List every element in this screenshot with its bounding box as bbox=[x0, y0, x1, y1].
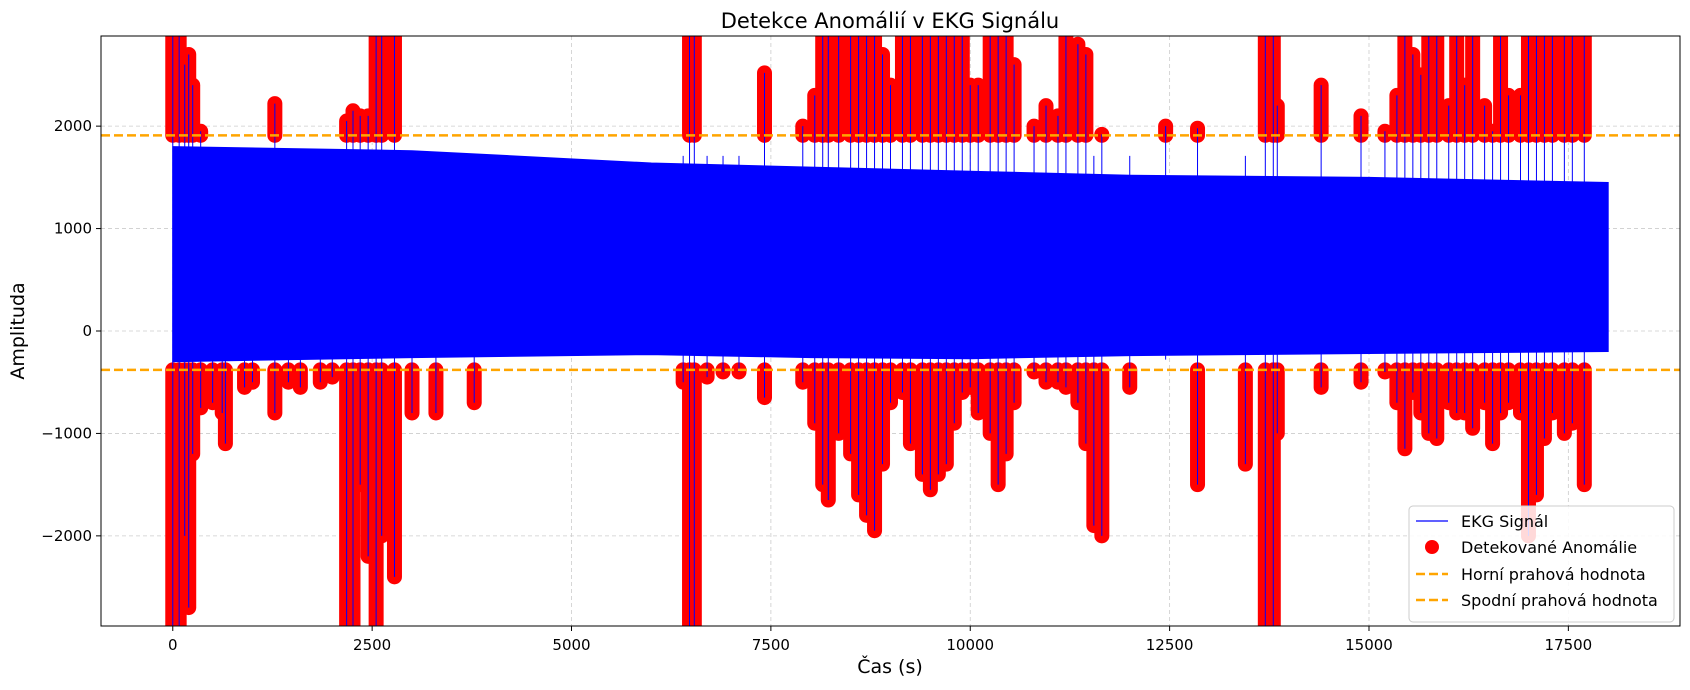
plot-area bbox=[101, 36, 1680, 626]
y-tick-label: −2000 bbox=[41, 527, 92, 545]
threshold-lines bbox=[101, 134, 1680, 372]
y-tick-label: −1000 bbox=[41, 424, 92, 442]
signal-series bbox=[172, 36, 1609, 626]
x-tick-label: 17500 bbox=[1544, 636, 1592, 654]
x-tick-label: 0 bbox=[168, 636, 178, 654]
legend-lower-threshold-label: Spodní prahová hodnota bbox=[1461, 591, 1658, 610]
x-tick-label: 12500 bbox=[1146, 636, 1194, 654]
x-tick-label: 2500 bbox=[353, 636, 391, 654]
y-axis: −2000 −1000 0 1000 2000 bbox=[41, 117, 101, 545]
legend: EKG Signál Detekované Anomálie Horní pra… bbox=[1408, 505, 1675, 623]
y-axis-label: Amplituda bbox=[7, 282, 29, 379]
x-tick-label: 10000 bbox=[946, 636, 994, 654]
legend-box bbox=[1408, 505, 1675, 623]
x-tick-label: 5000 bbox=[552, 636, 590, 654]
legend-upper-threshold-label: Horní prahová hodnota bbox=[1461, 565, 1646, 584]
y-tick-label: 0 bbox=[82, 322, 92, 340]
x-tick-label: 15000 bbox=[1345, 636, 1393, 654]
chart-title: Detekce Anomálií v EKG Signálu bbox=[721, 9, 1059, 33]
y-tick-label: 1000 bbox=[54, 220, 92, 238]
x-axis-label: Čas (s) bbox=[857, 654, 923, 678]
x-tick-label: 7500 bbox=[752, 636, 790, 654]
legend-anomaly-label: Detekované Anomálie bbox=[1461, 538, 1637, 557]
y-tick-label: 2000 bbox=[54, 117, 92, 135]
x-axis: 0 2500 5000 7500 10000 12500 15000 17500 bbox=[168, 626, 1592, 654]
legend-signal-label: EKG Signál bbox=[1461, 512, 1548, 531]
legend-anomaly-swatch bbox=[1425, 540, 1439, 554]
